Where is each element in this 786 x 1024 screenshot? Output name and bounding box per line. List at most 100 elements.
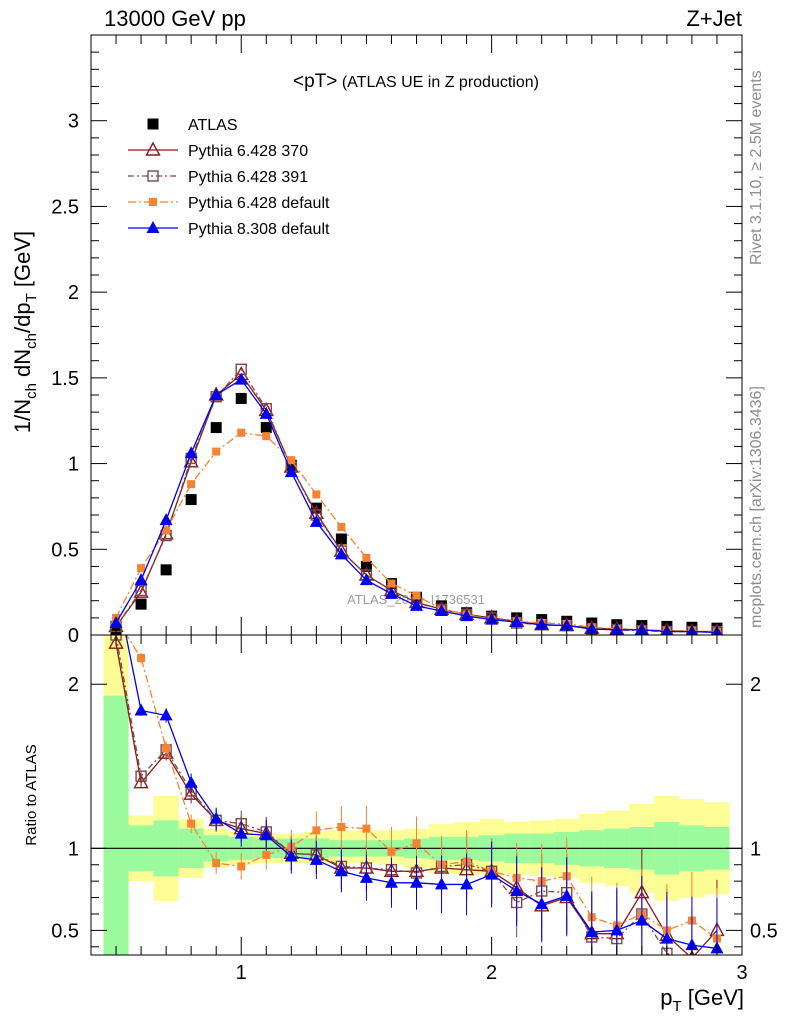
data-point-s2-1: [135, 584, 147, 597]
ratio-point-s2-3: [187, 819, 196, 828]
data-point-s3-12: [412, 591, 421, 600]
ratio-point-s3-11: [384, 875, 398, 888]
legend-label-4: Pythia 8.308 default: [188, 221, 330, 238]
legend-marker-2: [147, 170, 159, 182]
ratio-point-s2-4: [212, 859, 221, 868]
data-point-s4-2: [159, 513, 173, 526]
header-left-label: 13000 GeV pp: [104, 6, 246, 31]
data-point-s0-4: [210, 422, 222, 434]
ratio-point-s3-8: [309, 852, 323, 865]
ratio-point-s0-0: [108, 635, 124, 649]
ratio-point-s1-24: [712, 958, 722, 968]
ratio-point-s3-16: [510, 884, 524, 896]
ratio-point-s3-15: [485, 867, 499, 880]
data-point-s4-6: [259, 406, 273, 419]
ratio-point-s2-2: [162, 744, 171, 753]
data-point-s3-3: [187, 480, 196, 489]
ratio-point-s3-23: [685, 938, 699, 951]
data-point-s0-8: [310, 502, 322, 514]
data-point-s4-7: [284, 465, 298, 478]
data-point-s0-1: [135, 598, 147, 610]
data-point-s3-9: [337, 523, 346, 531]
legend-marker-3: [149, 198, 157, 206]
ratio-point-s3-3: [184, 775, 198, 788]
ratio-y-tick-label-right: 2: [750, 674, 761, 696]
y-tick-label: 2: [68, 282, 79, 304]
ratio-point-s2-12: [412, 839, 421, 848]
data-point-s4-13: [435, 604, 449, 616]
data-point-s4-18: [560, 618, 574, 631]
data-point-s0-3: [185, 494, 197, 506]
data-point-s0-9: [335, 533, 347, 545]
legend-marker-1: [145, 141, 161, 156]
ratio-y-tick-label-left: 2: [68, 674, 79, 696]
ratio-point-s3-14: [460, 877, 474, 890]
main-axes: 0 0.5 1 1.5 2 2.5 3: [51, 34, 743, 647]
data-point-s3-1: [137, 564, 146, 573]
data-point-s0-6: [260, 422, 272, 434]
ratio-point-s2-1: [137, 653, 146, 662]
ratio-y-axis-label: Ratio to ATLAS: [23, 744, 40, 845]
ratio-point-s2-10: [362, 824, 371, 833]
y-tick-label: 2.5: [51, 196, 79, 218]
uncertainty-band-green: [103, 695, 129, 955]
ratio-point-s3-12: [410, 875, 423, 888]
data-point-s4-9: [334, 547, 348, 560]
x-tick-label: 1: [236, 962, 247, 984]
ratio-line-0: [115, 643, 718, 955]
data-point-s4-3: [184, 446, 198, 459]
plot-title-sub: (ATLAS UE in Z production): [337, 74, 539, 91]
data-point-s3-7: [287, 456, 296, 465]
ratio-point-s3-5: [234, 826, 248, 839]
data-point-s4-4: [209, 388, 223, 400]
ratio-point-s3-7: [284, 849, 298, 862]
legend-label-0: ATLAS: [188, 117, 238, 134]
data-point-s4-5: [234, 372, 248, 385]
ratio-point-s3-9: [334, 864, 348, 877]
rivet-version-label: Rivet 3.1.10, ≥ 2.5M events: [748, 70, 765, 265]
ratio-point-s3-21: [635, 913, 649, 926]
ratio-y-tick-label-right: 1: [750, 838, 761, 860]
plot-title-main: <pT>: [293, 71, 337, 92]
data-point-s0-2: [160, 564, 172, 576]
data-point-s0-10: [360, 560, 372, 572]
mcplots-reference-label: mcplots.cern.ch [arXiv:1306.3436]: [748, 386, 765, 628]
ratio-point-s3-0: [110, 579, 123, 591]
y-tick-label: 1: [68, 454, 79, 476]
ratio-y-tick-label-left: 1: [68, 838, 79, 860]
ratio-point-s3-18: [560, 888, 574, 901]
header-right-label: Z+Jet: [686, 6, 742, 31]
legend: ATLAS Pythia 6.428 370 Pythia 6.428 391 Pyt…: [128, 117, 330, 238]
y-tick-label: 1.5: [51, 368, 79, 390]
ratio-plot-area: [91, 579, 742, 968]
data-point-s4-8: [309, 514, 323, 527]
ratio-point-s3-20: [610, 923, 624, 936]
legend-label-2: Pythia 6.428 391: [188, 169, 308, 186]
ratio-point-s3-17: [535, 897, 549, 910]
y-axis-label: 1/Nch dNch/dpT [GeV]: [10, 231, 40, 433]
data-point-s3-2: [162, 526, 171, 535]
y-tick-label: 0.5: [51, 539, 79, 561]
data-point-s4-1: [134, 573, 148, 586]
ratio-y-tick-label-left: 0.5: [51, 920, 79, 942]
legend-marker-4: [146, 221, 160, 233]
ratio-point-s2-8: [312, 826, 321, 835]
data-point-s3-11: [387, 579, 396, 588]
ratio-point-s1-1: [135, 770, 147, 782]
ratio-line-1: [115, 635, 673, 955]
ratio-point-s3-1: [134, 703, 148, 716]
legend-label-3: Pythia 6.428 default: [188, 195, 330, 212]
data-point-s1-1: [133, 583, 149, 598]
ratio-point-s3-13: [435, 877, 449, 890]
ratio-y-tick-label-right: 0.5: [750, 920, 778, 942]
ratio-point-s3-22: [660, 931, 674, 944]
ratio-point-s3-10: [359, 870, 373, 883]
plot-title: <pT> (ATLAS UE in Z production): [293, 71, 539, 92]
ratio-axes: 0.5 0.5 1 1 2 2 1 2 3: [51, 635, 778, 984]
data-point-s3-4: [212, 447, 221, 456]
data-point-s3-6: [262, 432, 271, 441]
y-tick-label: 0: [68, 625, 79, 647]
legend-marker-0: [147, 118, 159, 130]
legend-label-1: Pythia 6.428 370: [188, 143, 308, 160]
ratio-point-s2-11: [387, 847, 396, 856]
